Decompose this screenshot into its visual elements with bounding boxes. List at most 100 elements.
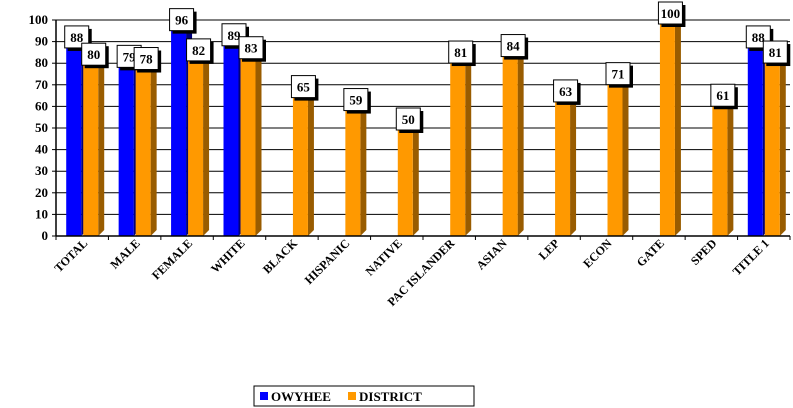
bar-owyhee <box>118 65 134 236</box>
data-label-box <box>133 47 159 71</box>
x-category-label: GATE <box>634 236 667 269</box>
data-label-owyhee: 88 <box>752 30 766 45</box>
data-label-box <box>710 83 736 107</box>
data-label-owyhee: 89 <box>228 28 242 43</box>
bar-side-district <box>360 102 367 236</box>
data-label-box <box>343 88 369 112</box>
y-tick-label: 30 <box>35 163 48 178</box>
data-label-box <box>64 25 90 49</box>
bar-district <box>240 56 256 236</box>
bar-side-district <box>570 93 577 236</box>
y-tick-label: 60 <box>35 98 48 113</box>
data-label-box <box>605 62 631 86</box>
bar-side-district <box>727 98 734 237</box>
data-label-district: 100 <box>661 6 681 21</box>
data-label-box <box>169 8 195 32</box>
x-category-label: MALE <box>107 236 142 271</box>
y-tick-label: 20 <box>35 185 48 200</box>
data-label-box <box>395 107 421 131</box>
y-tick-label: 100 <box>29 12 49 27</box>
legend: OWYHEE DISTRICT <box>253 385 475 407</box>
bar-side-district <box>203 52 210 236</box>
data-label-district: 80 <box>87 47 100 62</box>
bar-side-district <box>779 55 786 236</box>
legend-swatch-owyhee <box>260 392 268 400</box>
legend-label-owyhee: OWYHEE <box>271 389 331 404</box>
bar-district <box>764 61 780 236</box>
bar-district <box>292 95 308 236</box>
x-category-label: ASIAN <box>473 236 510 273</box>
data-label-box <box>762 40 788 64</box>
data-label-district: 82 <box>192 43 205 58</box>
y-tick-labels: 0 10 20 30 40 50 60 70 80 90 100 <box>29 12 56 243</box>
bar-side-district <box>255 50 262 236</box>
x-category-label: BLACK <box>260 236 301 277</box>
category-labels: TOTAL MALE FEMALE WHITE BLACK HISPANIC NATIVEP… <box>52 236 791 309</box>
data-label-district: 83 <box>245 41 259 56</box>
data-label-box <box>657 1 683 25</box>
data-label-box <box>238 36 264 60</box>
data-label-district: 50 <box>402 112 415 127</box>
legend-swatch-district <box>348 392 356 400</box>
x-category-label: FEMALE <box>149 236 195 282</box>
bar-owyhee <box>171 28 187 236</box>
y-tick-label: 80 <box>35 55 48 70</box>
y-tick-label: 40 <box>35 142 48 157</box>
data-label-district: 59 <box>349 93 363 108</box>
x-category-label: TITLE 1 <box>730 236 772 278</box>
data-label-box <box>553 79 579 103</box>
bar-district <box>607 82 623 236</box>
data-label-owyhee: 79 <box>123 49 137 64</box>
bar-side-district <box>674 14 681 236</box>
bar-district <box>345 108 361 236</box>
bar-district <box>188 58 204 236</box>
data-label-district: 81 <box>454 45 467 60</box>
bars <box>65 13 787 237</box>
data-label-district: 84 <box>507 39 521 54</box>
legend-frame <box>253 385 475 407</box>
bar-district <box>397 128 413 236</box>
data-label-district: 78 <box>140 52 154 67</box>
x-category-label: LEP <box>536 236 562 262</box>
data-label-box <box>186 38 212 62</box>
bar-owyhee <box>66 45 82 236</box>
bar-district <box>502 54 518 237</box>
bar-side-district <box>412 122 419 236</box>
legend-label-district: DISTRICT <box>359 389 422 404</box>
bar-district <box>450 61 466 236</box>
bar-owyhee <box>223 43 239 237</box>
data-label-district: 65 <box>297 80 311 95</box>
bar-side-district <box>465 55 472 236</box>
bar-district <box>712 104 728 237</box>
data-label-box <box>448 40 474 64</box>
bar-side-district <box>98 57 105 237</box>
bar-district <box>659 20 675 236</box>
data-label-owyhee: 96 <box>175 13 189 28</box>
bar-district <box>135 67 151 237</box>
bar-district <box>83 63 99 237</box>
data-label-district: 63 <box>559 84 573 99</box>
y-tick-label: 10 <box>35 206 48 221</box>
x-category-label: TOTAL <box>52 236 91 275</box>
bar-owyhee <box>747 45 763 236</box>
data-label-district: 81 <box>769 45 782 60</box>
bar-side-district <box>150 61 157 236</box>
y-tick-label: 90 <box>35 34 48 49</box>
x-category-label: HISPANIC <box>302 236 353 287</box>
y-tick-label: 0 <box>42 228 49 243</box>
bar-side-district <box>517 48 524 237</box>
bar-district <box>555 99 571 236</box>
data-label-box <box>81 42 107 66</box>
bar-side-district <box>307 89 314 236</box>
data-label-box <box>500 34 526 58</box>
y-tick-label: 50 <box>35 120 48 135</box>
x-category-label: WHITE <box>208 236 248 276</box>
data-label-district: 71 <box>612 67 625 82</box>
data-label-box <box>290 75 316 99</box>
y-tick-label: 70 <box>35 77 48 92</box>
x-category-label: ECON <box>580 236 615 271</box>
x-category-label: SPED <box>688 236 720 268</box>
bar-side-district <box>622 76 629 236</box>
